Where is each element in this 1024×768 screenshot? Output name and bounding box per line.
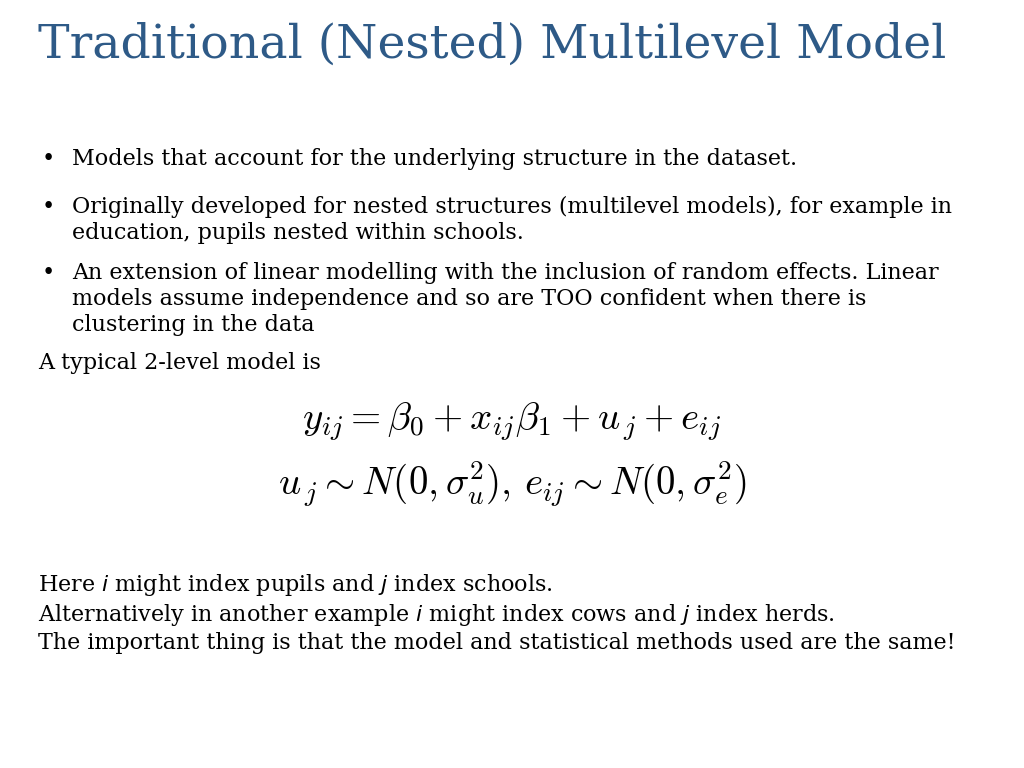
Text: clustering in the data: clustering in the data: [72, 314, 314, 336]
Text: •: •: [42, 262, 55, 284]
Text: education, pupils nested within schools.: education, pupils nested within schools.: [72, 222, 524, 244]
Text: $y_{ij} = \beta_0 + x_{ij}\beta_1 + u_{\,j} + e_{ij}$: $y_{ij} = \beta_0 + x_{ij}\beta_1 + u_{\…: [302, 400, 722, 442]
Text: Models that account for the underlying structure in the dataset.: Models that account for the underlying s…: [72, 148, 797, 170]
Text: An extension of linear modelling with the inclusion of random effects. Linear: An extension of linear modelling with th…: [72, 262, 939, 284]
Text: •: •: [42, 196, 55, 218]
Text: Traditional (Nested) Multilevel Model: Traditional (Nested) Multilevel Model: [38, 22, 946, 68]
Text: Originally developed for nested structures (multilevel models), for example in: Originally developed for nested structur…: [72, 196, 952, 218]
Text: The important thing is that the model and statistical methods used are the same!: The important thing is that the model an…: [38, 632, 955, 654]
Text: Alternatively in another example $i$ might index cows and $j$ index herds.: Alternatively in another example $i$ mig…: [38, 602, 835, 628]
Text: Here $i$ might index pupils and $j$ index schools.: Here $i$ might index pupils and $j$ inde…: [38, 572, 553, 598]
Text: $u_{\,j} \sim N(0, \sigma_u^2),\, e_{ij} \sim N(0, \sigma_e^2)$: $u_{\,j} \sim N(0, \sigma_u^2),\, e_{ij}…: [278, 460, 746, 509]
Text: models assume independence and so are TOO confident when there is: models assume independence and so are TO…: [72, 288, 866, 310]
Text: A typical 2-level model is: A typical 2-level model is: [38, 352, 321, 374]
Text: •: •: [42, 148, 55, 170]
